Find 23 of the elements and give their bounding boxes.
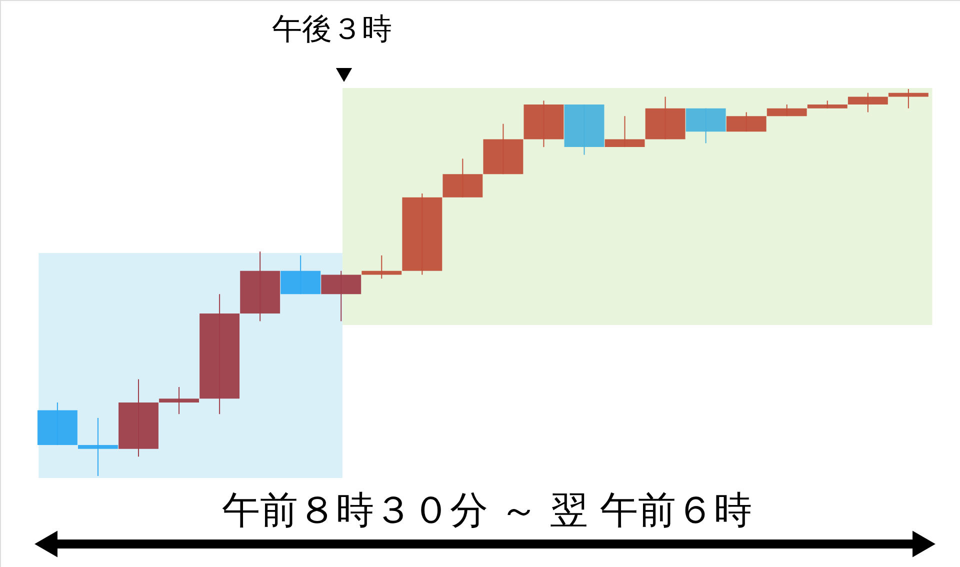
candlestick	[78, 417, 118, 476]
candlestick	[402, 192, 442, 276]
candlestick	[686, 108, 726, 144]
candlestick	[726, 112, 766, 132]
candlestick	[766, 104, 807, 117]
candlestick	[200, 294, 240, 415]
candlestick	[483, 123, 524, 175]
candlestick	[362, 254, 402, 280]
candlestick	[37, 402, 78, 446]
text: 午前８時３０分 ～ 翌 午前６時	[222, 488, 752, 532]
candlestick	[442, 158, 483, 198]
candlestick	[807, 100, 848, 109]
candlestick	[524, 100, 564, 148]
candlestick	[321, 270, 362, 322]
candlestick	[645, 96, 686, 140]
text: 午後３時	[272, 12, 392, 47]
candlestick	[564, 104, 604, 156]
candlestick	[848, 92, 888, 113]
candlestick	[280, 254, 321, 295]
candlestick	[118, 378, 158, 458]
candlestick	[240, 251, 280, 322]
candlestick	[159, 386, 199, 415]
candlestick	[604, 116, 645, 148]
